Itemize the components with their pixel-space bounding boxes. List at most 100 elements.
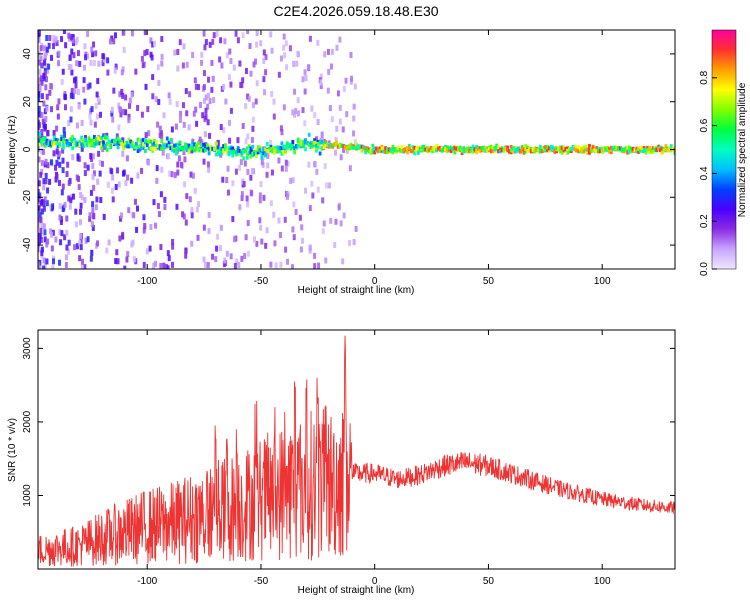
- spectrogram-cell: [52, 141, 56, 146]
- spectrogram-cell: [380, 146, 384, 151]
- spectrogram-cell: [169, 138, 173, 143]
- spectrogram-cell: [245, 152, 249, 157]
- spectrogram-cell: [358, 144, 362, 149]
- spectrogram-cell: [246, 201, 250, 208]
- spectrogram-cell: [38, 234, 40, 241]
- spectrogram-cell: [191, 141, 195, 146]
- spectrogram-cell: [209, 147, 213, 152]
- spectrogram-cell: [91, 207, 95, 214]
- spectrogram-cell: [173, 143, 176, 148]
- spectrogram-cell: [80, 142, 84, 147]
- spectrogram-cell: [142, 214, 146, 221]
- spectrogram-cell: [617, 146, 620, 151]
- spectrogram-cell: [424, 147, 428, 152]
- spectrogram-cell: [38, 241, 40, 248]
- spectrogram-cell: [96, 136, 100, 141]
- spectrogram-cell: [67, 120, 71, 127]
- spectrogram-cell: [229, 58, 233, 65]
- spectrogram-cell: [185, 61, 189, 68]
- spectrogram-cell: [522, 150, 526, 155]
- spectrogram-cell: [211, 75, 215, 82]
- spectrogram-cell: [78, 219, 82, 226]
- spectrogram-cell: [195, 120, 199, 127]
- spectrogram-cell: [118, 235, 122, 242]
- spectrogram-cell: [231, 146, 235, 151]
- spectrogram-cell: [398, 148, 402, 153]
- spectrogram-cell: [669, 144, 673, 149]
- snr-x-ticks: -100 -50 0 50 100: [137, 330, 611, 587]
- spectrogram-cell: [628, 145, 631, 150]
- spectrogram-cell: [300, 224, 304, 231]
- spectrogram-cell: [90, 221, 94, 228]
- spectrogram-cell: [303, 69, 307, 76]
- spectrogram-cell: [382, 149, 386, 154]
- spectrogram-cell: [91, 201, 95, 208]
- spectrogram-cell: [660, 150, 664, 155]
- spectrogram-cell: [75, 174, 79, 181]
- spectrogram-x-tick-label: 50: [483, 276, 495, 287]
- spectrogram-cell: [162, 262, 166, 269]
- spectrogram-cell: [178, 140, 182, 145]
- spectrogram-cell: [626, 145, 630, 150]
- spectrogram-cell: [329, 143, 333, 148]
- spectrogram-cell: [57, 50, 61, 57]
- spectrogram-cell: [47, 140, 51, 145]
- spectrogram-cell: [43, 143, 47, 148]
- spectrogram-cell: [42, 136, 45, 141]
- spectrogram-cell: [191, 172, 195, 179]
- spectrogram-cell: [116, 140, 120, 145]
- spectrogram-cell: [429, 148, 433, 153]
- spectrogram-cell: [114, 63, 118, 70]
- spectrogram-cell: [190, 206, 194, 213]
- spectrogram-cell: [87, 136, 91, 141]
- spectrogram-cell: [568, 147, 571, 152]
- spectrogram-cell: [204, 94, 208, 101]
- spectrogram-cell: [626, 150, 630, 155]
- spectrogram-cell: [338, 104, 342, 111]
- spectrogram-cell: [548, 146, 551, 151]
- spectrogram-cell: [121, 170, 125, 177]
- spectrogram-cell: [467, 148, 471, 153]
- spectrogram-cell: [313, 263, 317, 269]
- spectrogram-cell: [86, 30, 90, 37]
- spectrogram-cell: [548, 148, 551, 153]
- spectrogram-cell: [582, 145, 586, 150]
- spectrogram-cell: [141, 62, 145, 69]
- spectrogram-cell: [293, 146, 297, 151]
- spectrogram-cell: [97, 95, 101, 102]
- spectrogram-cell: [338, 118, 342, 125]
- spectrogram-cell: [316, 145, 320, 150]
- spectrogram-y-tick-label: -20: [22, 190, 33, 205]
- spectrogram-cell: [76, 142, 80, 147]
- spectrogram-cell: [140, 55, 144, 62]
- spectrogram-cell: [42, 100, 46, 107]
- spectrogram-cell: [262, 147, 266, 152]
- spectrogram-cell: [367, 149, 371, 154]
- spectrogram-cell: [245, 195, 249, 202]
- spectrogram-cell: [639, 146, 642, 151]
- spectrogram-cell: [79, 202, 83, 209]
- spectrogram-cell: [262, 49, 266, 56]
- spectrogram-cell: [220, 62, 224, 69]
- spectrogram-cell: [249, 70, 253, 77]
- spectrogram-cell: [272, 211, 276, 218]
- spectrogram-cell: [223, 257, 227, 264]
- spectrogram-cell: [55, 40, 59, 47]
- spectrogram-cell: [462, 149, 466, 154]
- spectrogram-cell: [74, 208, 78, 215]
- spectrogram-cell: [349, 51, 353, 58]
- spectrogram-cell: [352, 239, 356, 246]
- spectrogram-cell: [340, 143, 344, 148]
- spectrogram-cell: [203, 44, 207, 51]
- spectrogram-cell: [310, 180, 314, 187]
- spectrogram-cell: [540, 149, 544, 154]
- spectrogram-cell: [279, 125, 283, 132]
- spectrogram-cell: [222, 127, 226, 134]
- spectrogram-cell: [615, 145, 619, 150]
- spectrogram-cell: [258, 217, 262, 224]
- spectrogram-cell: [126, 174, 130, 181]
- spectrogram-cell: [484, 148, 488, 153]
- spectrogram-cell: [664, 144, 668, 149]
- spectrogram-cell: [302, 139, 306, 144]
- spectrogram-cell: [609, 145, 613, 150]
